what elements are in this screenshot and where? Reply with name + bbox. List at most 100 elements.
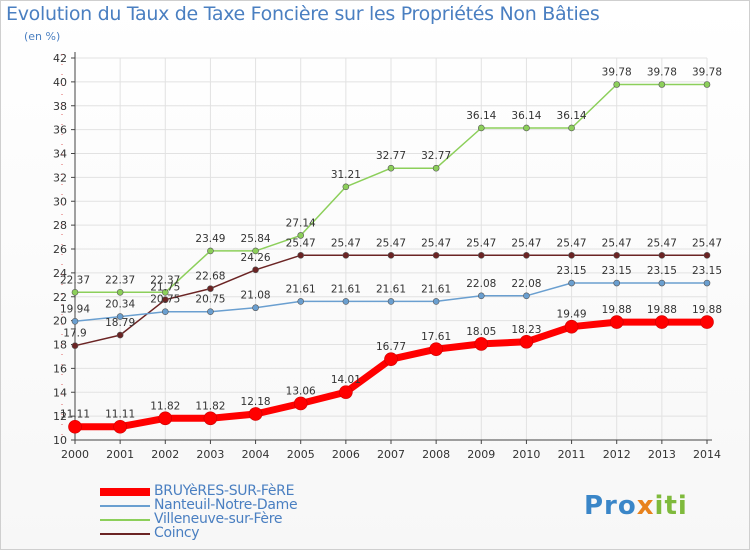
data-label: 25.47 [602, 237, 632, 249]
y-tick-label: 40 [53, 76, 67, 89]
x-tick-label: 2009 [467, 448, 495, 461]
data-point [161, 289, 169, 296]
legend-swatch [100, 505, 150, 507]
data-label: 23.15 [557, 265, 587, 277]
data-label: 22.08 [511, 278, 541, 290]
data-label: 21.61 [421, 283, 451, 295]
y-tick-label: 26 [53, 243, 67, 256]
data-point [568, 279, 575, 287]
y-tick-label: 22 [53, 291, 67, 304]
data-label: 16.77 [376, 341, 406, 353]
x-tick-label: 2007 [377, 448, 405, 461]
data-point [474, 337, 489, 351]
data-label: 25.47 [647, 237, 677, 249]
data-point [161, 296, 169, 304]
data-label: 25.47 [376, 237, 406, 249]
y-tick-label: 20 [53, 315, 67, 328]
data-point [564, 319, 579, 334]
data-label: 11.11 [105, 409, 135, 421]
data-label: 23.15 [692, 265, 722, 277]
x-tick-label: 2006 [332, 448, 360, 461]
legend: BRUYèRES-SUR-FèRE Nanteuil-Notre-Dame Vill… [100, 483, 360, 541]
y-tick-label: 28 [53, 219, 67, 232]
data-point [519, 334, 534, 349]
legend-label: Villeneuve-sur-Fère [154, 511, 283, 527]
data-label: 14.01 [331, 374, 361, 386]
y-tick-label: 36 [53, 124, 67, 137]
data-point [116, 331, 124, 339]
y-tick-label: 12 [53, 410, 67, 423]
legend-label: Coincy [154, 525, 200, 541]
data-label: 25.47 [692, 237, 722, 249]
data-label: 17.9 [63, 328, 86, 340]
y-tick-label: 42 [53, 52, 67, 65]
data-label: 21.61 [376, 283, 406, 295]
data-point [293, 396, 308, 411]
data-point [429, 342, 443, 356]
data-label: 21.75 [150, 282, 180, 294]
x-tick-label: 2012 [603, 448, 631, 461]
data-point [207, 308, 214, 315]
data-label: 36.14 [466, 110, 496, 122]
data-point [613, 279, 621, 287]
data-label: 21.61 [286, 283, 316, 295]
data-label: 23.49 [195, 233, 225, 245]
data-label: 32.77 [376, 150, 406, 162]
data-label: 20.75 [195, 294, 225, 306]
data-label: 25.47 [331, 237, 361, 249]
y-tick-label: 10 [53, 434, 67, 447]
data-point [158, 411, 173, 426]
data-point [432, 298, 440, 305]
legend-item: BRUYèRES-SUR-FèRE [100, 483, 360, 499]
data-label: 39.78 [647, 67, 677, 79]
data-point [116, 289, 124, 296]
data-label: 18.79 [105, 317, 135, 329]
data-label: 31.21 [331, 169, 361, 181]
data-label: 17.61 [421, 331, 451, 343]
legend-item: Nanteuil-Notre-Dame [100, 497, 360, 513]
legend-swatch [100, 488, 150, 496]
data-point [342, 252, 350, 259]
data-point [68, 419, 82, 434]
x-tick-label: 2011 [558, 448, 586, 461]
data-label: 22.68 [195, 271, 225, 283]
x-tick-label: 2013 [648, 448, 676, 461]
data-point [655, 315, 669, 329]
data-point [703, 252, 711, 259]
data-point [432, 252, 440, 259]
data-point [703, 81, 711, 88]
data-label: 18.23 [511, 324, 541, 336]
data-label: 22.08 [466, 278, 496, 290]
y-tick-label: 14 [53, 386, 67, 399]
data-point [71, 318, 79, 325]
data-label: 20.34 [105, 299, 135, 311]
legend-item: Villeneuve-sur-Fère [100, 511, 360, 527]
data-point [297, 252, 305, 259]
data-point [613, 81, 621, 88]
data-point [387, 252, 395, 259]
data-label: 25.47 [466, 237, 496, 249]
y-tick-label: 24 [53, 267, 67, 280]
data-point [703, 279, 711, 287]
chart-unit: (en %) [24, 30, 61, 43]
data-point [658, 252, 666, 259]
data-label: 23.15 [602, 265, 632, 277]
data-point [113, 419, 127, 434]
data-label: 18.05 [466, 326, 496, 338]
x-tick-label: 2002 [151, 448, 179, 461]
data-point [568, 124, 575, 132]
data-label: 11.82 [150, 400, 180, 412]
x-tick-label: 2001 [106, 448, 134, 461]
data-point [252, 266, 259, 274]
data-point [384, 352, 398, 366]
data-point [700, 315, 714, 329]
y-tick-label: 32 [53, 171, 67, 184]
data-label: 22.37 [105, 274, 135, 286]
data-point [342, 298, 350, 305]
data-label: 12.18 [241, 396, 271, 408]
data-label: 22.37 [60, 274, 90, 286]
data-label: 11.82 [195, 400, 225, 412]
data-point [387, 298, 395, 305]
